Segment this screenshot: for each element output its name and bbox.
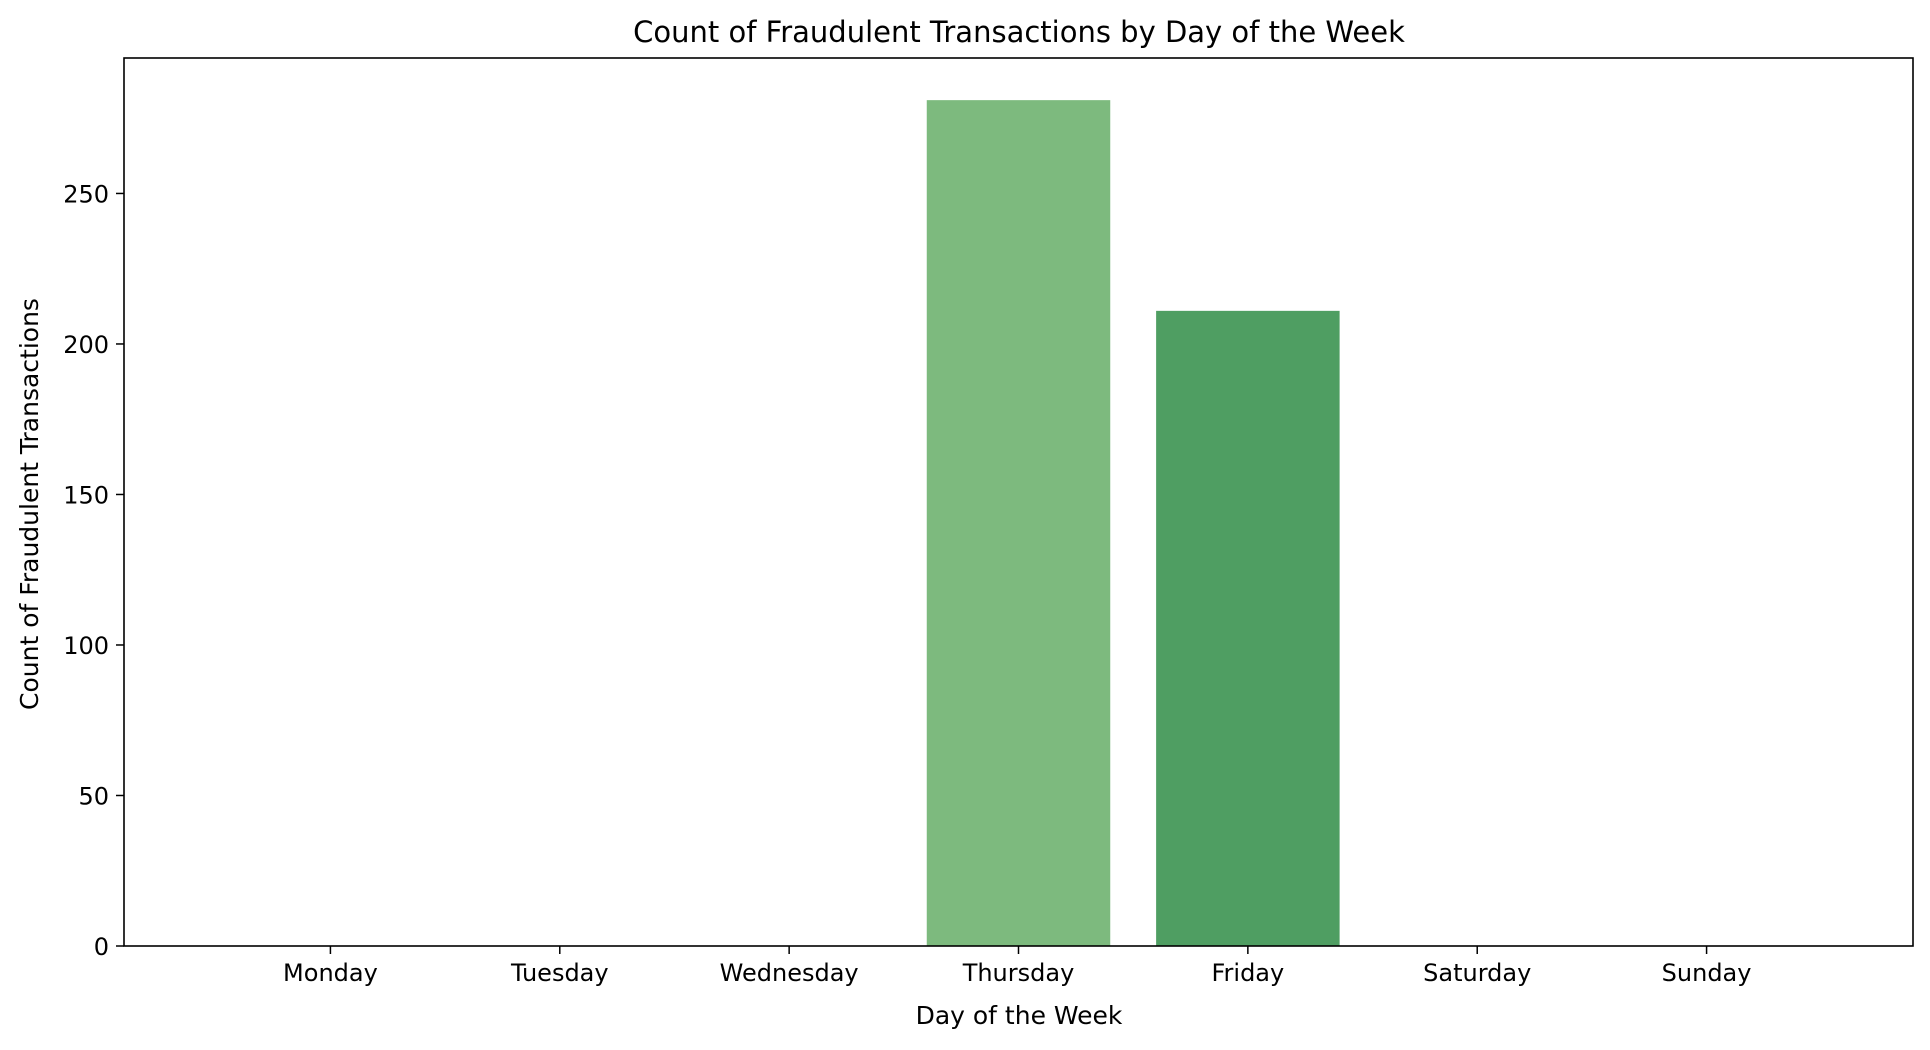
x-tick-label: Thursday [962,959,1075,987]
x-tick-label: Sunday [1662,959,1752,987]
x-tick-label: Monday [283,959,378,987]
x-axis: Monday Tuesday Wednesday Thursday Friday Satu… [283,946,1751,987]
y-tick-label: 250 [63,180,109,208]
chart-title: Count of Fraudulent Transactions by Day … [633,15,1405,49]
y-tick-label: 200 [63,331,109,359]
y-axis: 0 50 100 150 200 250 [63,180,124,961]
bar-thursday [926,100,1111,946]
y-tick-label: 100 [63,632,109,660]
y-tick-label: 0 [94,933,109,961]
y-tick-label: 150 [63,481,109,509]
y-axis-label: Count of Fraudulent Transactions [15,298,44,710]
x-tick-label: Tuesday [510,959,609,987]
bars [926,100,1340,946]
y-tick-label: 50 [78,782,109,810]
x-tick-label: Saturday [1423,959,1531,987]
x-tick-label: Wednesday [720,959,859,987]
plot-frame [123,57,1914,947]
x-tick-label: Friday [1211,959,1284,987]
x-axis-label: Day of the Week [916,1001,1123,1030]
bar-friday [1156,310,1340,946]
